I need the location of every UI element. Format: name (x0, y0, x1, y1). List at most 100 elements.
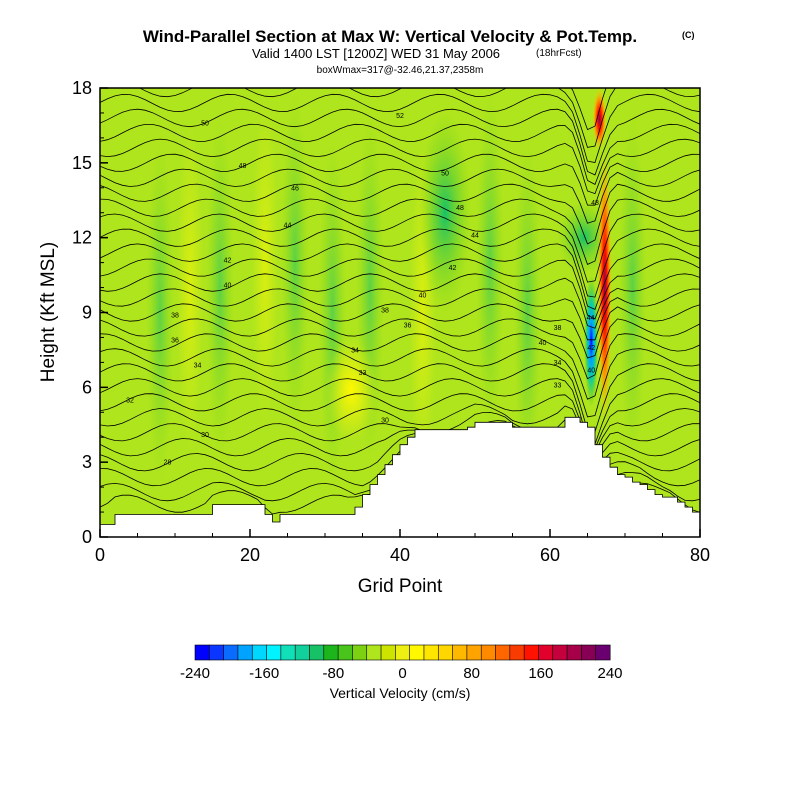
colorbar-swatch (266, 644, 282, 661)
colorbar-tick-label: 0 (398, 665, 406, 682)
colorbar-swatch (581, 644, 597, 661)
x-tick-label: 40 (390, 545, 410, 565)
theta-isoline (100, 228, 700, 298)
theta-label: 42 (224, 258, 232, 265)
colorbar-swatch (280, 644, 296, 661)
theta-label: 50 (441, 170, 449, 177)
plot-area: 28 30 32 34 36 38 40 42 44 46 48 50 52 50 48 44 42 40 38 36… (100, 88, 700, 537)
colorbar-tick-label: 240 (597, 665, 622, 682)
theta-isoline (100, 93, 700, 163)
colorbar-swatch (251, 644, 268, 661)
colorbar-swatch (437, 644, 454, 661)
theta-isoline (100, 108, 700, 176)
colorbar-tick-label: 80 (463, 665, 480, 682)
velocity-band (513, 142, 542, 483)
downdraft-core (584, 275, 599, 408)
colorbar-swatch (466, 644, 482, 661)
theta-isoline (100, 403, 700, 454)
velocity-band (176, 117, 204, 458)
colorbar-swatch (552, 644, 568, 661)
theta-label: 44 (284, 223, 292, 230)
theta-label: 34 (194, 362, 202, 369)
colorbar-swatch (380, 644, 396, 661)
theta-label: 38 (381, 308, 389, 315)
theta-label: 30 (381, 417, 389, 424)
theta-isoline (100, 288, 700, 341)
colorbar-swatch (595, 644, 611, 661)
theta-label: 40 (419, 293, 427, 300)
colorbar-swatch (223, 644, 239, 661)
theta-isoline (100, 393, 700, 449)
theta-label: 28 (164, 460, 172, 467)
theta-label: 44 (587, 315, 595, 322)
colorbar-swatch (309, 644, 325, 661)
theta-label: 46 (291, 185, 299, 192)
theta-label: 42 (587, 345, 595, 352)
terrain (100, 416, 700, 537)
theta-label: 33 (359, 370, 367, 377)
colorbar-swatch (480, 644, 497, 661)
velocity-band (251, 92, 279, 433)
y-tick-label: 18 (72, 78, 92, 98)
colorbar-tick-label: -80 (322, 665, 344, 682)
theta-label: 48 (456, 205, 464, 212)
theta-isoline (100, 168, 700, 224)
theta-isoline-labels: 28 30 32 34 36 38 40 42 44 46 48 50 52 50 48 44 42 40 38 36… (126, 113, 599, 467)
velocity-band (146, 142, 174, 483)
theta-isolines (100, 88, 700, 515)
theta-label: 30 (201, 432, 209, 439)
theta-isoline (570, 88, 607, 131)
theta-label: 34 (554, 360, 562, 367)
theta-isoline (100, 153, 700, 206)
theta-label: 42 (449, 265, 457, 272)
colorbar-swatch (337, 644, 353, 661)
theta-label: 34 (351, 347, 359, 354)
theta-label: 38 (171, 312, 179, 319)
colorbar-swatch (237, 644, 253, 661)
theta-label: 40 (224, 283, 232, 290)
y-tick-label: 0 (82, 527, 92, 547)
theta-isoline (100, 198, 700, 265)
colorbar-tick-label: -240 (180, 665, 210, 682)
theta-label: 38 (554, 325, 562, 332)
colorbar-swatch (423, 644, 439, 661)
theta-label: 36 (404, 322, 412, 329)
colorbar-swatch (352, 644, 368, 661)
colorbar-swatch (452, 644, 468, 661)
colorbar-label: Vertical Velocity (cm/s) (330, 685, 471, 701)
colorbar-swatch (323, 644, 339, 661)
colorbar-swatch (194, 644, 210, 661)
y-tick-label: 15 (72, 153, 92, 173)
x-tick-label: 60 (540, 545, 560, 565)
velocity-band (281, 92, 309, 433)
theta-label: 32 (126, 397, 134, 404)
x-axis-label: Grid Point (358, 576, 443, 597)
colorbar-swatch (566, 644, 582, 661)
theta-isoline (100, 318, 700, 380)
colorbar-swatch (209, 644, 225, 661)
velocity-band (476, 92, 504, 433)
colorbar: -240 -160 -80 0 80 160 240 (180, 644, 623, 682)
theta-label: 40 (539, 340, 547, 347)
velocity-field-features (146, 88, 647, 483)
box-info: boxWmax=317@-32.46,21.37,2358m (317, 65, 484, 76)
downdraft-core (557, 200, 610, 276)
theta-isoline (100, 333, 700, 400)
theta-label: 48 (239, 163, 247, 170)
valid-time: Valid 1400 LST [1200Z] WED 31 May 2006 (252, 46, 500, 61)
theta-label: 40 (587, 367, 595, 374)
theta-isoline (100, 378, 700, 445)
theta-isoline (100, 273, 700, 329)
colorbar-swatch (294, 644, 310, 661)
y-tick-label: 3 (82, 452, 92, 472)
chart-title: Wind-Parallel Section at Max W: Vertical… (143, 27, 637, 46)
x-tick-label: 20 (240, 545, 260, 565)
theta-label: 36 (171, 337, 179, 344)
y-tick-label: 12 (72, 228, 92, 248)
y-tick-label: 6 (82, 377, 92, 397)
theta-isoline (100, 303, 700, 359)
colorbar-swatch (409, 644, 425, 661)
colorbar-swatch (366, 644, 382, 661)
